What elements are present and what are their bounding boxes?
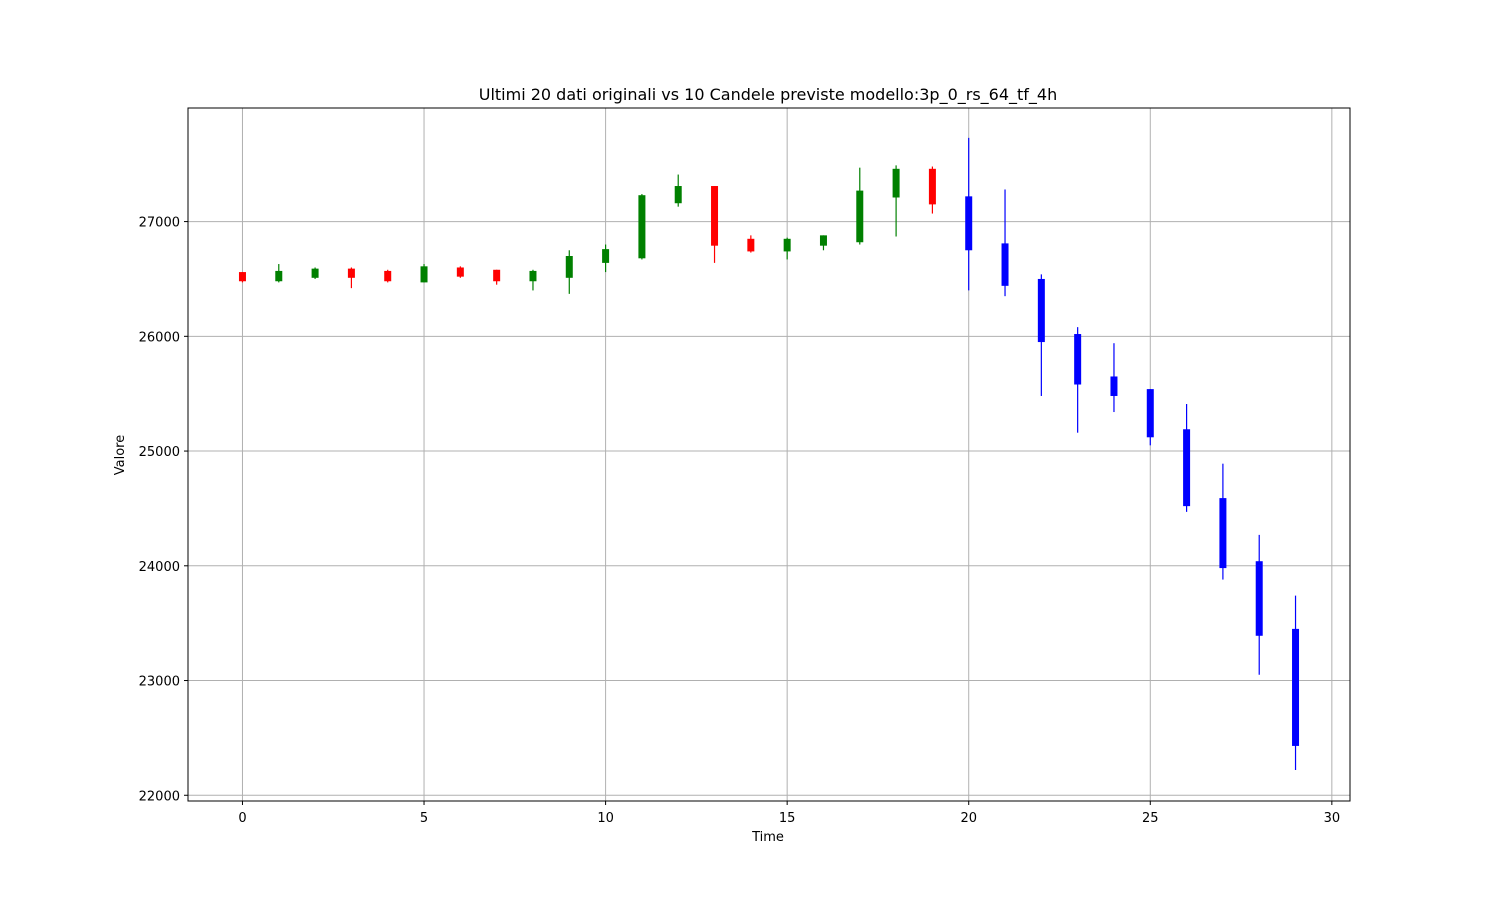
original-candle bbox=[783, 237, 791, 260]
predicted-candle bbox=[1146, 389, 1154, 446]
candle-body bbox=[275, 270, 283, 282]
original-candle bbox=[747, 235, 755, 253]
predicted-candle bbox=[965, 137, 973, 291]
candle-body bbox=[347, 268, 355, 278]
y-tick-label: 22000 bbox=[139, 789, 180, 804]
candle-body bbox=[783, 238, 791, 252]
candle-body bbox=[928, 168, 936, 205]
candle-body bbox=[1146, 389, 1154, 438]
candle-body bbox=[311, 268, 319, 278]
candle-body bbox=[493, 269, 501, 282]
candle-body bbox=[238, 272, 246, 282]
grid-lines bbox=[188, 108, 1350, 801]
original-candle bbox=[238, 272, 246, 283]
y-tick-label: 24000 bbox=[139, 560, 180, 575]
candle-body bbox=[856, 190, 864, 243]
predicted-candle bbox=[1183, 404, 1191, 512]
original-candle bbox=[638, 194, 646, 260]
candle-body bbox=[711, 186, 719, 246]
candle-body bbox=[565, 256, 573, 278]
original-candle bbox=[819, 235, 827, 251]
original-candle bbox=[311, 267, 319, 279]
y-tick-label: 26000 bbox=[139, 330, 180, 345]
candle-body bbox=[965, 196, 973, 251]
original-candle bbox=[892, 165, 900, 237]
predicted-candle bbox=[1037, 274, 1045, 396]
y-tick-label: 25000 bbox=[139, 445, 180, 460]
chart-title: Ultimi 20 dati originali vs 10 Candele p… bbox=[479, 85, 1058, 105]
predicted-candle bbox=[1074, 327, 1082, 433]
candle-body bbox=[1292, 628, 1300, 746]
y-tick-label: 27000 bbox=[139, 216, 180, 231]
candle-body bbox=[1255, 561, 1263, 636]
original-candle bbox=[674, 174, 682, 207]
original-candle bbox=[456, 266, 464, 278]
x-tick-label: 15 bbox=[779, 811, 796, 826]
candles bbox=[238, 137, 1300, 771]
candle-body bbox=[1183, 429, 1191, 507]
predicted-candle bbox=[1001, 189, 1009, 297]
x-tick-label: 10 bbox=[597, 811, 614, 826]
x-tick-label: 30 bbox=[1324, 811, 1341, 826]
original-candle bbox=[347, 267, 355, 289]
candle-body bbox=[747, 238, 755, 252]
original-candle bbox=[420, 264, 428, 283]
original-candle bbox=[493, 269, 501, 285]
candle-body bbox=[456, 267, 464, 277]
x-tick-label: 0 bbox=[238, 811, 246, 826]
candle-body bbox=[529, 270, 537, 282]
original-candle bbox=[711, 186, 719, 263]
candle-body bbox=[1037, 278, 1045, 343]
candle-body bbox=[638, 195, 646, 259]
candle-body bbox=[420, 266, 428, 283]
x-tick-label: 25 bbox=[1142, 811, 1159, 826]
candle-body bbox=[1219, 498, 1227, 569]
y-tick-label: 23000 bbox=[139, 675, 180, 690]
predicted-candle bbox=[1292, 595, 1300, 771]
original-candle bbox=[565, 250, 573, 294]
x-tick-label: 5 bbox=[420, 811, 428, 826]
original-candle bbox=[384, 269, 392, 283]
candle-body bbox=[819, 235, 827, 246]
candle-body bbox=[892, 168, 900, 198]
candle-body bbox=[1001, 243, 1009, 286]
original-candle bbox=[275, 264, 283, 283]
x-tick-label: 20 bbox=[960, 811, 977, 826]
candle-body bbox=[384, 270, 392, 282]
original-candle bbox=[602, 244, 610, 273]
candle-body bbox=[674, 186, 682, 204]
candle-body bbox=[602, 249, 610, 263]
candle-body bbox=[1110, 376, 1118, 396]
candle-body bbox=[1074, 334, 1082, 385]
x-axis-label: Time bbox=[751, 830, 784, 845]
original-candle bbox=[856, 167, 864, 245]
predicted-candle bbox=[1219, 463, 1227, 580]
y-axis-label: Valore bbox=[113, 435, 128, 475]
original-candle bbox=[928, 166, 936, 214]
predicted-candle bbox=[1110, 343, 1118, 413]
original-candle bbox=[529, 269, 537, 291]
axis-ticks: 0 5 10 15 20 25 30 22000 23000 24000 25000 26000 270… bbox=[139, 216, 1340, 826]
predicted-candle bbox=[1255, 534, 1263, 675]
plot-frame bbox=[187, 107, 1351, 802]
